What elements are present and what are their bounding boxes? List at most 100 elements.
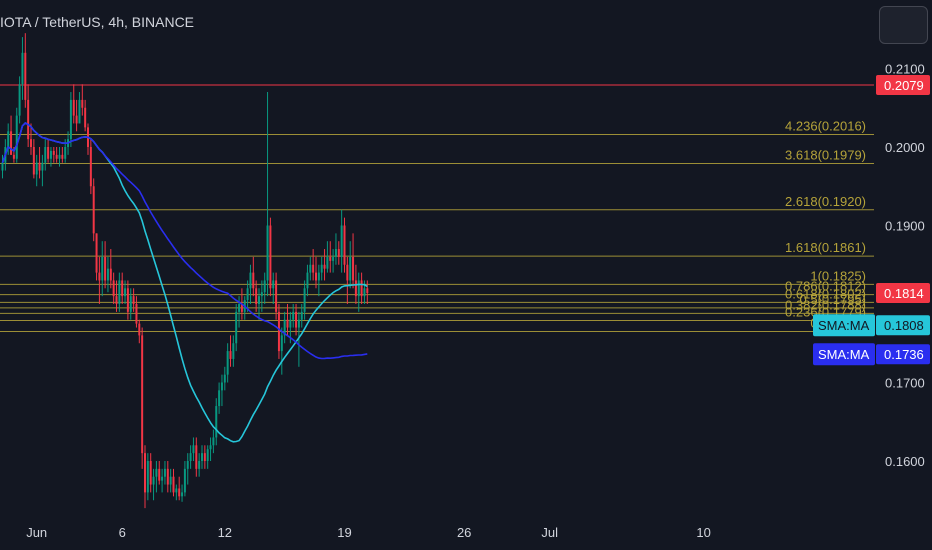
candle-body [303,288,306,312]
candle-body [286,319,289,328]
candle-body [124,288,127,297]
candle-body [47,147,50,159]
time-axis-ticks: Jun 6 12 19 26 Jul 10 [26,525,711,540]
symbol-separator: / [30,14,43,30]
candle-body [340,225,343,257]
candle-body [129,296,132,312]
candle-body [1,162,4,171]
candle-body [30,139,32,147]
price-badge-sma-fast-box [876,315,930,336]
candle-body [12,154,15,159]
y-tick-label: 0.1900 [885,219,925,234]
x-tick-label: 12 [218,525,232,540]
sma-legend-fast-text: SMA:MA [818,318,870,333]
candle-body [132,296,135,304]
fib-level-label: 4.236(0.2016) [785,118,866,133]
fib-level-label: 1(0.1825) [810,268,866,283]
candle-body [138,323,141,336]
sma-legend-slow-text: SMA:MA [818,347,870,362]
plot-area [0,0,874,520]
candle-body [7,131,10,147]
fib-level-label: 0.382(0.1788) [785,297,866,312]
candle-body [332,256,335,261]
candle-body [246,288,249,301]
price-badge-level-box [876,74,930,95]
candle-body [366,288,369,294]
candle-body [169,476,172,485]
candle-body [240,304,243,312]
candle-body [32,147,35,175]
candle-body [158,468,161,481]
candle-body [146,461,149,493]
candle-body [172,476,175,493]
candle-body [109,268,112,281]
candle-body [104,256,107,281]
candle-body [95,233,98,273]
price-badge-sma-slow-box [876,344,930,365]
candle-body [201,453,203,461]
price-badge-sma-slow-text: 0.1736 [884,347,924,362]
candle-body [360,280,363,297]
price-badge-level: 0.2079 [876,74,930,95]
candle-body [306,272,309,289]
candle-body [203,453,206,461]
candle-body [118,280,121,304]
x-tick-label: 6 [119,525,126,540]
candle-body [27,99,30,140]
candle-body [295,311,298,328]
candle-body [61,154,64,159]
fib-level-label: 0.618(0.1802) [785,286,866,301]
candle-body [329,256,332,261]
price-badge-sma-slow: 0.1736 [876,344,930,365]
candle-body [78,99,81,124]
sma-legend-slow-box [813,343,875,366]
candle-body [183,468,186,493]
candle-body [89,147,92,187]
candle-body [98,272,101,281]
candle-body [24,52,27,100]
price-badge-last-text: 0.1814 [884,286,924,301]
x-tick-label: Jul [541,525,558,540]
symbol-label[interactable]: IOTA [0,14,31,30]
candle-body [357,280,360,297]
fib-level-label: 2.618(0.1920) [785,194,866,209]
candle-body [218,390,221,407]
candle-body [320,264,323,273]
candle-body [289,319,292,328]
candle-body [38,162,41,171]
x-tick-label: Jun [26,525,47,540]
candle-body [232,343,235,359]
candle-body [223,374,226,383]
price-badge-last: 0.1814 [876,283,930,304]
candle-body [249,272,252,289]
candle-body [315,272,317,281]
candle-body [235,311,238,344]
candle-body [149,461,152,485]
candle-body [343,225,346,265]
price-badge-sma-fast: 0.1808 [876,315,930,336]
candle-body [49,150,52,159]
price-badge-sma-fast-text: 0.1808 [884,318,924,333]
y-tick-label: 0.2100 [885,62,925,77]
interval-label[interactable]: , 4h [100,14,124,30]
chart-settings-button[interactable] [879,6,928,44]
candle-body [101,256,104,281]
candle-body [297,319,300,328]
candle-body [352,256,355,281]
candle-body [255,288,258,304]
candle-body [135,304,138,324]
candle-body [317,272,320,281]
sma-legend-fast: SMA:MA [813,314,875,337]
candle-body [106,268,109,281]
fib-level-label: 3.618(0.1979) [785,147,866,162]
candle-body [18,84,21,116]
exchange-label: , BINANCE [124,14,195,30]
x-tick-label: 10 [696,525,710,540]
candle-body [181,492,184,497]
candle-body [195,445,198,469]
candle-body [186,461,189,469]
candle-body [238,304,241,312]
x-tick-label: 26 [457,525,471,540]
fibonacci-levels: 4.236(0.2016) 3.618(0.1979) 2.618(0.1920) 1… [0,118,874,332]
